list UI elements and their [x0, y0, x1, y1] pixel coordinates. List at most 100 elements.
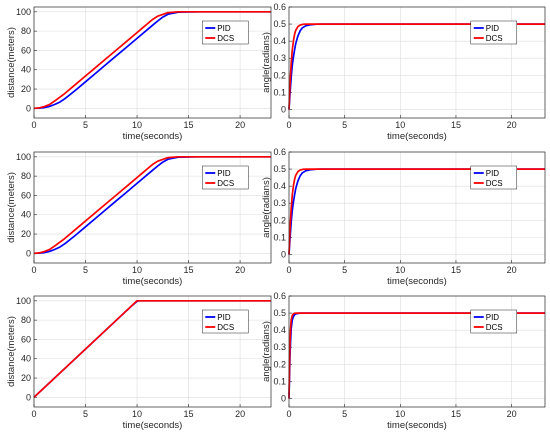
y-tick-label: 60: [21, 45, 31, 55]
y-tick-label: 80: [21, 315, 31, 325]
x-tick-label: 10: [395, 265, 405, 275]
x-tick-label: 5: [83, 120, 88, 130]
x-tick-label: 0: [286, 120, 291, 130]
legend-label-dcs: DCS: [486, 179, 503, 188]
y-tick-label: 0.6: [273, 2, 286, 12]
x-tick-label: 20: [235, 120, 245, 130]
y-tick-label: 0.1: [273, 376, 286, 386]
y-tick-label: 0.2: [273, 359, 286, 369]
x-tick-label: 5: [83, 265, 88, 275]
y-tick-label: 0: [281, 393, 286, 403]
legend-label-dcs: DCS: [486, 34, 503, 43]
x-tick-label: 5: [342, 409, 347, 419]
x-tick-label: 20: [235, 265, 245, 275]
x-tick-label: 20: [507, 120, 517, 130]
chart-panel-2: 0 5 10 15 20 0 0.1 0.2 0.3 0.4 0.5 0.6 time(seconds)…: [261, 2, 546, 142]
x-tick-label: 0: [31, 409, 36, 419]
x-axis-label: time(seconds): [123, 276, 183, 287]
axes-frame: [33, 6, 272, 119]
y-tick-label: 0.4: [273, 181, 286, 191]
y-tick-label: 100: [16, 296, 31, 306]
y-tick-label: 0: [26, 103, 31, 113]
x-tick-label: 0: [31, 265, 36, 275]
y-tick-label: 100: [16, 152, 31, 162]
y-tick-label: 20: [21, 373, 31, 383]
x-tick-label: 10: [132, 120, 142, 130]
axes-frame: [288, 151, 546, 264]
x-tick-label: 10: [395, 409, 405, 419]
y-axis-label: angle(radians): [261, 32, 272, 93]
x-tick-label: 10: [395, 120, 405, 130]
series-line-dcs: [288, 23, 545, 110]
chart-panel-1: 0 5 10 15 20 0 20 40 60 80 100 time(seconds) distanc…: [6, 6, 272, 142]
axes-frame: [33, 295, 272, 408]
chart-panel-4: 0 5 10 15 20 0 0.1 0.2 0.3 0.4 0.5 0.6 time(seconds)…: [261, 147, 546, 287]
legend-label-pid: PID: [486, 169, 500, 178]
x-axis-label: time(seconds): [387, 131, 447, 142]
y-tick-label: 0.6: [273, 291, 286, 301]
y-tick-label: 40: [21, 210, 31, 220]
x-tick-label: 0: [31, 120, 36, 130]
y-tick-label: 0.2: [273, 70, 286, 80]
x-axis-label: time(seconds): [123, 420, 183, 431]
y-tick-label: 0.5: [273, 308, 286, 318]
y-tick-label: 0.3: [273, 198, 286, 208]
y-tick-label: 20: [21, 229, 31, 239]
y-tick-label: 0.2: [273, 215, 286, 225]
x-tick-label: 10: [132, 409, 142, 419]
legend-label-dcs: DCS: [486, 323, 503, 332]
y-tick-label: 0.5: [273, 19, 286, 29]
x-tick-label: 10: [132, 265, 142, 275]
chart-panel-5: 0 5 10 15 20 0 20 40 60 80 100 time(seconds) distanc…: [6, 295, 272, 431]
y-tick-label: 0.1: [273, 87, 286, 97]
series-line-dcs: [288, 312, 545, 399]
series-line-dcs: [33, 10, 271, 110]
x-tick-label: 15: [451, 265, 461, 275]
y-axis-label: distance(meters): [6, 316, 17, 387]
y-tick-label: 0.1: [273, 232, 286, 242]
y-tick-label: 0.4: [273, 325, 286, 335]
legend-label-pid: PID: [217, 313, 231, 322]
axes-frame: [288, 6, 546, 119]
legend-label-pid: PID: [486, 313, 500, 322]
y-tick-label: 40: [21, 65, 31, 75]
series-line-dcs: [33, 299, 271, 398]
x-tick-label: 5: [342, 265, 347, 275]
legend-label-dcs: DCS: [217, 34, 234, 43]
x-tick-label: 20: [235, 409, 245, 419]
series-line-dcs: [288, 168, 545, 255]
y-tick-label: 0.3: [273, 53, 286, 63]
legend-label-pid: PID: [217, 24, 231, 33]
y-tick-label: 60: [21, 334, 31, 344]
legend-label-dcs: DCS: [217, 179, 234, 188]
chart-panel-6: 0 5 10 15 20 0 0.1 0.2 0.3 0.4 0.5 0.6 time(seconds)…: [261, 291, 546, 431]
x-axis-label: time(seconds): [387, 276, 447, 287]
y-tick-label: 20: [21, 84, 31, 94]
y-axis-label: angle(radians): [261, 321, 272, 382]
x-tick-label: 0: [286, 409, 291, 419]
legend-label-dcs: DCS: [217, 323, 234, 332]
y-axis-label: distance(meters): [6, 27, 17, 98]
x-tick-label: 15: [451, 409, 461, 419]
x-tick-label: 20: [507, 409, 517, 419]
y-tick-label: 100: [16, 7, 31, 17]
axes-frame: [33, 151, 272, 264]
y-axis-label: distance(meters): [6, 172, 17, 243]
x-tick-label: 15: [184, 409, 194, 419]
y-tick-label: 40: [21, 354, 31, 364]
legend-label-pid: PID: [217, 169, 231, 178]
y-axis-label: angle(radians): [261, 177, 272, 238]
y-tick-label: 0: [281, 249, 286, 259]
x-axis-label: time(seconds): [123, 131, 183, 142]
axes-frame: [288, 295, 546, 408]
y-tick-label: 60: [21, 190, 31, 200]
x-tick-label: 0: [286, 265, 291, 275]
y-tick-label: 0: [26, 392, 31, 402]
series-line-dcs: [33, 155, 271, 255]
chart-panel-3: 0 5 10 15 20 0 20 40 60 80 100 time(seconds) distanc…: [6, 151, 272, 287]
